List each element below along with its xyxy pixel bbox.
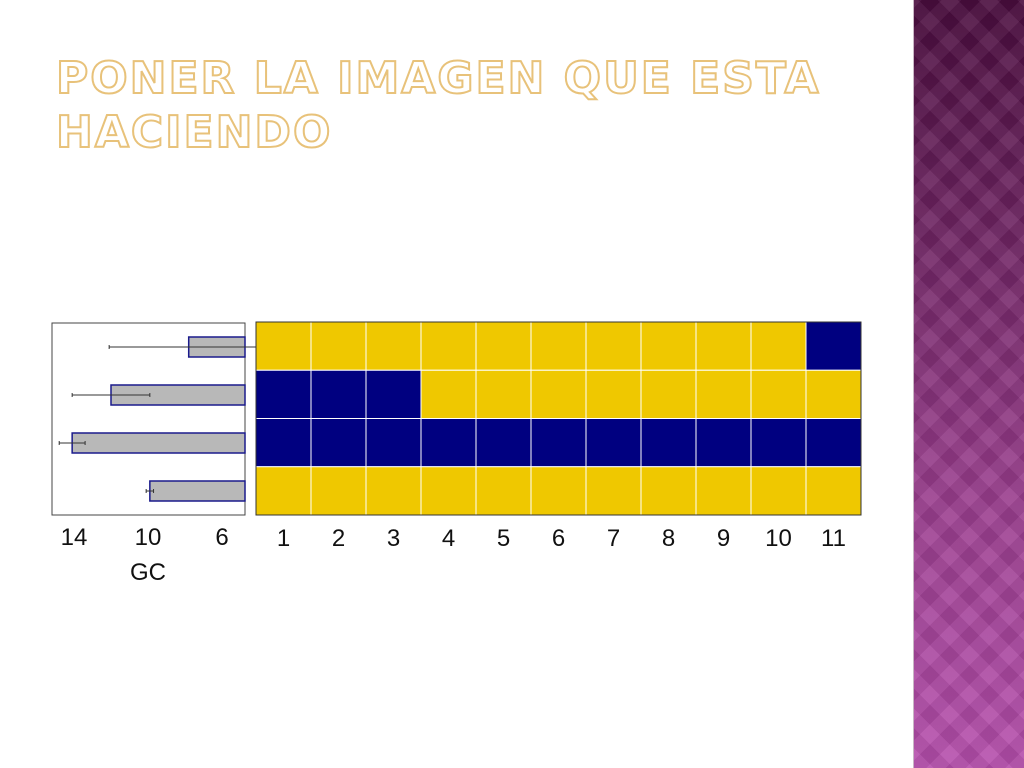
heatmap-cell-r1-c2 bbox=[310, 321, 367, 371]
heatmap-tick-label-1: 1 bbox=[277, 525, 290, 552]
heatmap-cell-r1-c11 bbox=[805, 321, 862, 371]
heatmap-tick-label-6: 6 bbox=[552, 525, 565, 552]
heatmap-grid bbox=[255, 321, 862, 516]
heatmap-cell-r1-c1 bbox=[255, 321, 312, 371]
heatmap-axis-ticks: 1 2 3 4 5 6 7 8 9 10 11 bbox=[277, 525, 846, 552]
heatmap-cell-r4-c3 bbox=[365, 466, 422, 516]
heatmap-cell-r3-c10 bbox=[750, 418, 807, 468]
heatmap-tick-label-4: 4 bbox=[442, 525, 455, 552]
heatmap-cell-r3-c8 bbox=[640, 418, 697, 468]
heatmap-tick-label-2: 2 bbox=[332, 525, 345, 552]
heatmap-cell-r1-c6 bbox=[530, 321, 587, 371]
bar-axis-ticks: 14 10 6 bbox=[61, 524, 229, 551]
slide-title: Poner la imagen que esta haciendo bbox=[55, 52, 821, 159]
heatmap-tick-label-11: 11 bbox=[821, 525, 846, 552]
heatmap-cell-r1-c3 bbox=[365, 321, 422, 371]
heatmap-cell-r3-c1 bbox=[255, 418, 312, 468]
heatmap-cell-r2-c3 bbox=[365, 369, 422, 419]
bar-tick-label-14: 14 bbox=[61, 524, 88, 551]
bar-tick-label-6: 6 bbox=[215, 524, 228, 551]
heatmap-cell-r4-c6 bbox=[530, 466, 587, 516]
heatmap-cell-r2-c7 bbox=[585, 369, 642, 419]
heatmap-frame bbox=[255, 321, 862, 516]
heatmap-cell-r4-c2 bbox=[310, 466, 367, 516]
heatmap-cell-r3-c2 bbox=[310, 418, 367, 468]
bar-axis-label: GC bbox=[130, 559, 166, 586]
heatmap-cell-r2-c6 bbox=[530, 369, 587, 419]
heatmap-cell-r1-c9 bbox=[695, 321, 752, 371]
heatmap-cell-r2-c4 bbox=[420, 369, 477, 419]
bar-3 bbox=[71, 432, 246, 454]
heatmap-cell-r3-c4 bbox=[420, 418, 477, 468]
bar-plot bbox=[58, 336, 269, 502]
heatmap-cell-r3-c6 bbox=[530, 418, 587, 468]
heatmap-tick-label-3: 3 bbox=[387, 525, 400, 552]
heatmap-tick-label-5: 5 bbox=[497, 525, 510, 552]
heatmap-cell-r3-c9 bbox=[695, 418, 752, 468]
heatmap-tick-label-10: 10 bbox=[765, 525, 792, 552]
heatmap-cell-r3-c5 bbox=[475, 418, 532, 468]
heatmap-cell-r1-c5 bbox=[475, 321, 532, 371]
heatmap-cell-r4-c9 bbox=[695, 466, 752, 516]
bar-4 bbox=[149, 480, 246, 502]
gc-heatmap-figure: 14 10 6 GC 1 2 3 4 5 6 7 8 9 10 11 bbox=[51, 321, 862, 586]
heatmap-cell-r4-c8 bbox=[640, 466, 697, 516]
heatmap-tick-label-8: 8 bbox=[662, 525, 675, 552]
heatmap-cell-r2-c1 bbox=[255, 369, 312, 419]
decorative-side-panel bbox=[913, 0, 1024, 768]
heatmap-cell-r3-c7 bbox=[585, 418, 642, 468]
heatmap-cell-r4-c5 bbox=[475, 466, 532, 516]
bar-tick-label-10: 10 bbox=[135, 524, 162, 551]
heatmap-cell-r1-c4 bbox=[420, 321, 477, 371]
heatmap-cell-r2-c9 bbox=[695, 369, 752, 419]
heatmap-cell-r1-c10 bbox=[750, 321, 807, 371]
heatmap-cell-r3-c3 bbox=[365, 418, 422, 468]
heatmap-cell-r2-c10 bbox=[750, 369, 807, 419]
heatmap-tick-label-7: 7 bbox=[607, 525, 620, 552]
heatmap-cell-r4-c11 bbox=[805, 466, 862, 516]
heatmap-cell-r1-c8 bbox=[640, 321, 697, 371]
heatmap-cell-r3-c11 bbox=[805, 418, 862, 468]
heatmap-cell-r1-c7 bbox=[585, 321, 642, 371]
heatmap-cell-r2-c11 bbox=[805, 369, 862, 419]
heatmap-cell-r4-c1 bbox=[255, 466, 312, 516]
heatmap-cell-r4-c7 bbox=[585, 466, 642, 516]
heatmap-cell-r2-c2 bbox=[310, 369, 367, 419]
heatmap-cell-r2-c8 bbox=[640, 369, 697, 419]
heatmap-tick-label-9: 9 bbox=[717, 525, 730, 552]
heatmap-cell-r4-c4 bbox=[420, 466, 477, 516]
heatmap-cell-r4-c10 bbox=[750, 466, 807, 516]
heatmap-cell-r2-c5 bbox=[475, 369, 532, 419]
